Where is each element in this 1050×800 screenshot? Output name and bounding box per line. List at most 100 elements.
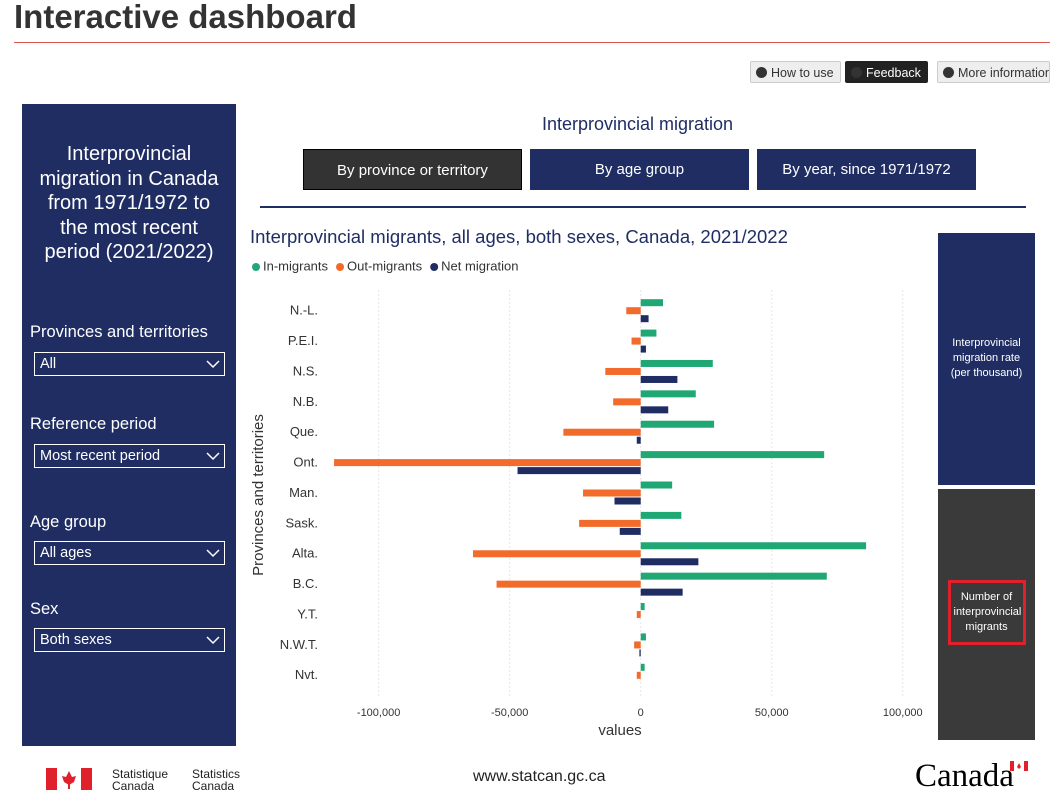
feedback-button[interactable]: Feedback	[845, 61, 928, 83]
bar	[631, 337, 641, 345]
bar	[636, 671, 641, 679]
y-tick-label: Alta.	[292, 546, 318, 561]
filter-value: Both sexes	[40, 632, 112, 648]
footer-url[interactable]: www.statcan.gc.ca	[473, 768, 606, 785]
filter-label: Provinces and territories	[30, 323, 208, 341]
bar	[636, 436, 641, 444]
filter-label: Sex	[30, 600, 59, 618]
filter-value: All ages	[40, 545, 92, 561]
y-tick-label: Sask.	[285, 515, 318, 530]
section-heading: Interprovincial migration	[541, 114, 734, 134]
bar	[640, 451, 825, 459]
bar	[496, 580, 641, 588]
y-tick-label: B.C.	[293, 576, 318, 591]
bar	[640, 390, 696, 398]
legend-label: Net migration	[441, 258, 518, 273]
filter-select[interactable]: Most recent period	[34, 444, 225, 468]
bar	[640, 299, 663, 307]
bar	[640, 572, 827, 580]
agency-name-fr: Statistique Canada	[112, 767, 169, 793]
y-tick-label: N.-L.	[290, 303, 318, 318]
more-information-button[interactable]: More information	[937, 61, 1050, 83]
filter-select[interactable]: Both sexes	[34, 628, 225, 652]
bar	[640, 345, 646, 353]
y-tick-label: N.S.	[293, 363, 318, 378]
bar	[640, 558, 699, 566]
tab[interactable]: By age group	[530, 149, 749, 190]
filter-value: Most recent period	[40, 448, 161, 464]
tab[interactable]: By year, since 1971/1972	[757, 149, 976, 190]
filter-value: All	[40, 356, 57, 372]
bar	[613, 398, 641, 406]
filter-label: Reference period	[30, 415, 157, 433]
x-tick-label: -100,000	[357, 707, 400, 719]
y-axis-label: Provinces and territories	[250, 414, 267, 576]
bar	[640, 633, 646, 641]
chevron	[206, 549, 220, 558]
y-tick-label: N.W.T.	[280, 637, 318, 652]
filter-label: Age group	[30, 513, 107, 531]
bar	[517, 467, 641, 475]
chevron	[206, 360, 220, 369]
x-axis-label: values	[598, 722, 641, 739]
chevron	[206, 636, 220, 645]
bar	[472, 550, 641, 558]
y-tick-label: Man.	[289, 485, 318, 500]
bar	[640, 663, 645, 671]
bar	[640, 375, 678, 383]
bar	[640, 588, 683, 596]
chart-title: Interprovincial migrants, all ages, both…	[250, 226, 788, 247]
bar	[640, 542, 867, 550]
legend-label: In-migrants	[263, 258, 329, 273]
x-tick-label: 0	[638, 707, 644, 719]
bar	[579, 519, 641, 527]
y-tick-label: Que.	[290, 424, 318, 439]
bar	[636, 611, 641, 619]
bar	[640, 406, 669, 414]
tab-rule	[260, 206, 1026, 208]
sidebar-title: Interprovincial migration in Canada from…	[39, 143, 219, 263]
tab-active[interactable]: By province or territory	[303, 149, 522, 190]
bar	[640, 511, 682, 519]
sidebar: Interprovincial migration in Canada from…	[22, 104, 236, 746]
legend-swatch	[252, 263, 260, 271]
y-tick-label: Nvt.	[295, 667, 318, 682]
bar	[640, 359, 713, 367]
bar	[626, 307, 641, 315]
y-tick-label: N.B.	[293, 394, 318, 409]
legend-swatch	[336, 263, 345, 271]
x-tick-label: 100,000	[883, 707, 923, 719]
chevron	[206, 452, 220, 461]
title-rule	[14, 42, 1050, 43]
option-label: Number of interprovincial migrants	[947, 580, 1026, 645]
chart: Interprovincial migrants, all ages, both…	[250, 226, 923, 739]
x-tick-label: -50,000	[491, 707, 528, 719]
wordmark-flag	[1010, 761, 1028, 771]
bar	[639, 649, 641, 657]
agency-name-en: Statistics Canada	[192, 767, 241, 793]
bar	[640, 315, 649, 323]
bar	[640, 481, 673, 489]
bar	[563, 428, 641, 436]
page-title: Interactive dashboard	[14, 0, 357, 35]
bar	[334, 459, 641, 467]
rate-option[interactable]: Interprovincial migration rate (per thou…	[938, 233, 1035, 485]
canada-wordmark: Canada	[915, 758, 1014, 794]
y-tick-label: Ont.	[293, 455, 318, 470]
bar	[640, 603, 645, 611]
legend-swatch	[430, 263, 439, 271]
bar	[605, 367, 641, 375]
legend-label: Out-migrants	[347, 258, 423, 273]
bar	[640, 329, 657, 337]
filter-select[interactable]: All ages	[34, 541, 225, 565]
bar	[583, 489, 641, 497]
count-option[interactable]: Number of interprovincial migrants	[938, 489, 1035, 740]
option-label: Interprovincial migration rate (per thou…	[950, 337, 1023, 379]
bar	[614, 497, 641, 505]
how-to-use-button[interactable]: How to use	[750, 61, 841, 83]
x-tick-label: 50,000	[755, 707, 789, 719]
bar	[640, 420, 715, 428]
filter-select[interactable]: All	[34, 352, 225, 376]
bar	[634, 641, 641, 649]
